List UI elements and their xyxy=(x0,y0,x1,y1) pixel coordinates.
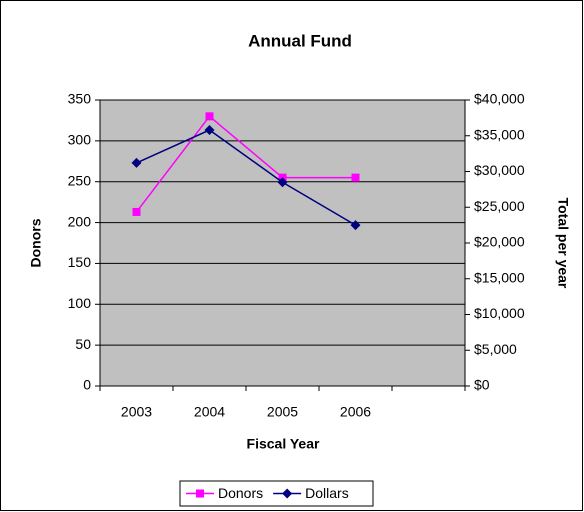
x-tick-label: 2003 xyxy=(121,404,152,420)
data-point xyxy=(132,207,141,216)
x-tick-label: 2006 xyxy=(340,404,371,420)
legend-marker xyxy=(282,488,293,499)
series-line xyxy=(135,115,356,213)
data-point xyxy=(277,177,288,188)
y2-tick-label: $25,000 xyxy=(474,198,525,214)
y2-tick-label: $0 xyxy=(474,377,490,393)
y2-tick-label: $35,000 xyxy=(474,126,525,142)
y-axis-label: Donors xyxy=(28,218,44,267)
x-axis-label: Fiscal Year xyxy=(247,436,320,452)
legend-label: Dollars xyxy=(305,485,349,501)
y2-tick-label: $20,000 xyxy=(474,234,525,250)
data-point xyxy=(351,173,360,182)
plot-area xyxy=(99,99,466,387)
legend-label: Donors xyxy=(218,485,263,501)
y2-axis-label: Total per year xyxy=(555,198,571,289)
legend-marker xyxy=(196,489,204,498)
x-tick-label: 2004 xyxy=(194,404,225,420)
data-point xyxy=(205,112,214,121)
y2-tick-label: $10,000 xyxy=(474,305,525,321)
y-tick-label: 350 xyxy=(68,91,92,107)
series-line xyxy=(136,129,356,226)
y2-tick-label: $15,000 xyxy=(474,269,525,285)
y-tick-label: 200 xyxy=(68,213,92,229)
y2-tick-label: $40,000 xyxy=(474,91,525,107)
y-tick-label: 0 xyxy=(83,377,91,393)
data-point xyxy=(131,157,142,168)
y2-tick-label: $30,000 xyxy=(474,162,525,178)
y-tick-label: 250 xyxy=(68,172,92,188)
x-tick-label: 2005 xyxy=(267,404,298,420)
data-point xyxy=(204,125,215,136)
chart-title: Annual Fund xyxy=(248,31,352,50)
y-tick-label: 50 xyxy=(75,336,91,352)
y-tick-label: 300 xyxy=(68,132,92,148)
y2-tick-label: $5,000 xyxy=(474,341,517,357)
data-point xyxy=(350,220,361,231)
y-tick-label: 100 xyxy=(68,295,92,311)
y-tick-label: 150 xyxy=(68,254,92,270)
